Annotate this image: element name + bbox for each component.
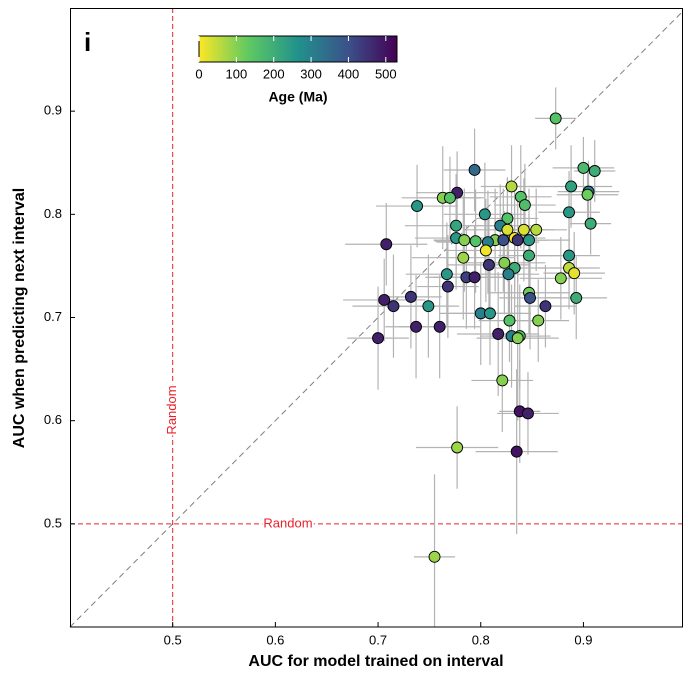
point [496,374,509,387]
point [563,206,575,219]
point [372,332,385,345]
y-tick-label: 0.6 [44,412,62,427]
point [523,234,535,247]
colorbar-tick-label: 500 [375,66,397,81]
point [479,244,492,257]
point [428,550,441,563]
point [380,238,393,251]
point [510,445,523,458]
point [468,271,481,284]
point [440,268,453,281]
point [492,328,505,340]
point [549,112,562,125]
point [457,251,470,264]
point [568,267,581,280]
point [433,320,446,333]
point [458,234,471,247]
point [523,249,535,262]
point [522,407,534,420]
point [503,314,516,327]
colorbar [198,35,398,63]
point [411,200,424,213]
point [584,217,597,230]
colorbar-tick-label: 200 [263,66,285,81]
x-tick-label: 0.7 [369,632,387,647]
point [518,199,531,211]
point [511,234,524,247]
point [539,300,552,313]
point [422,300,435,313]
point [404,290,417,303]
random-hline-label: Random [263,515,312,530]
x-axis-label: AUC for model trained on interval [248,653,503,670]
panel-label: i [84,27,91,57]
point [530,223,543,236]
point [451,441,464,454]
point [483,258,495,271]
x-tick-label: 0.6 [266,632,284,647]
point [511,332,524,345]
point [505,180,518,193]
point [563,249,575,262]
point [517,223,530,236]
y-tick-label: 0.5 [44,515,62,530]
x-tick-label: 0.8 [472,632,490,647]
point [498,256,511,269]
point [497,234,510,247]
point [554,272,567,285]
y-axis-label: AUC when predicting next interval [11,188,28,448]
colorbar-tick-label: 100 [226,66,248,81]
point [502,268,515,281]
point [450,219,463,232]
point [484,307,496,320]
x-tick-label: 0.5 [164,632,182,647]
point [469,235,482,248]
y-tick-label: 0.8 [44,206,62,221]
point [588,165,601,177]
point [468,164,481,176]
diagonal-line [69,11,683,628]
random-vline-label: Random [164,385,179,434]
point [378,294,391,306]
x-tick-label: 0.9 [574,632,592,647]
point [410,320,422,333]
point [532,314,545,327]
point [581,188,594,201]
point [501,223,514,236]
y-tick-label: 0.9 [44,103,62,118]
point [577,161,590,174]
point [570,291,583,304]
point [524,291,536,304]
point [387,300,400,313]
point [443,191,456,204]
point [565,180,578,193]
y-tick-label: 0.7 [44,309,62,324]
point [441,280,454,293]
colorbar-tick-label: 0 [195,66,202,81]
colorbar-tick-label: 400 [338,66,360,81]
point [478,208,491,221]
colorbar-tick-label: 300 [300,66,322,81]
colorbar-label: Age (Ma) [268,89,327,105]
